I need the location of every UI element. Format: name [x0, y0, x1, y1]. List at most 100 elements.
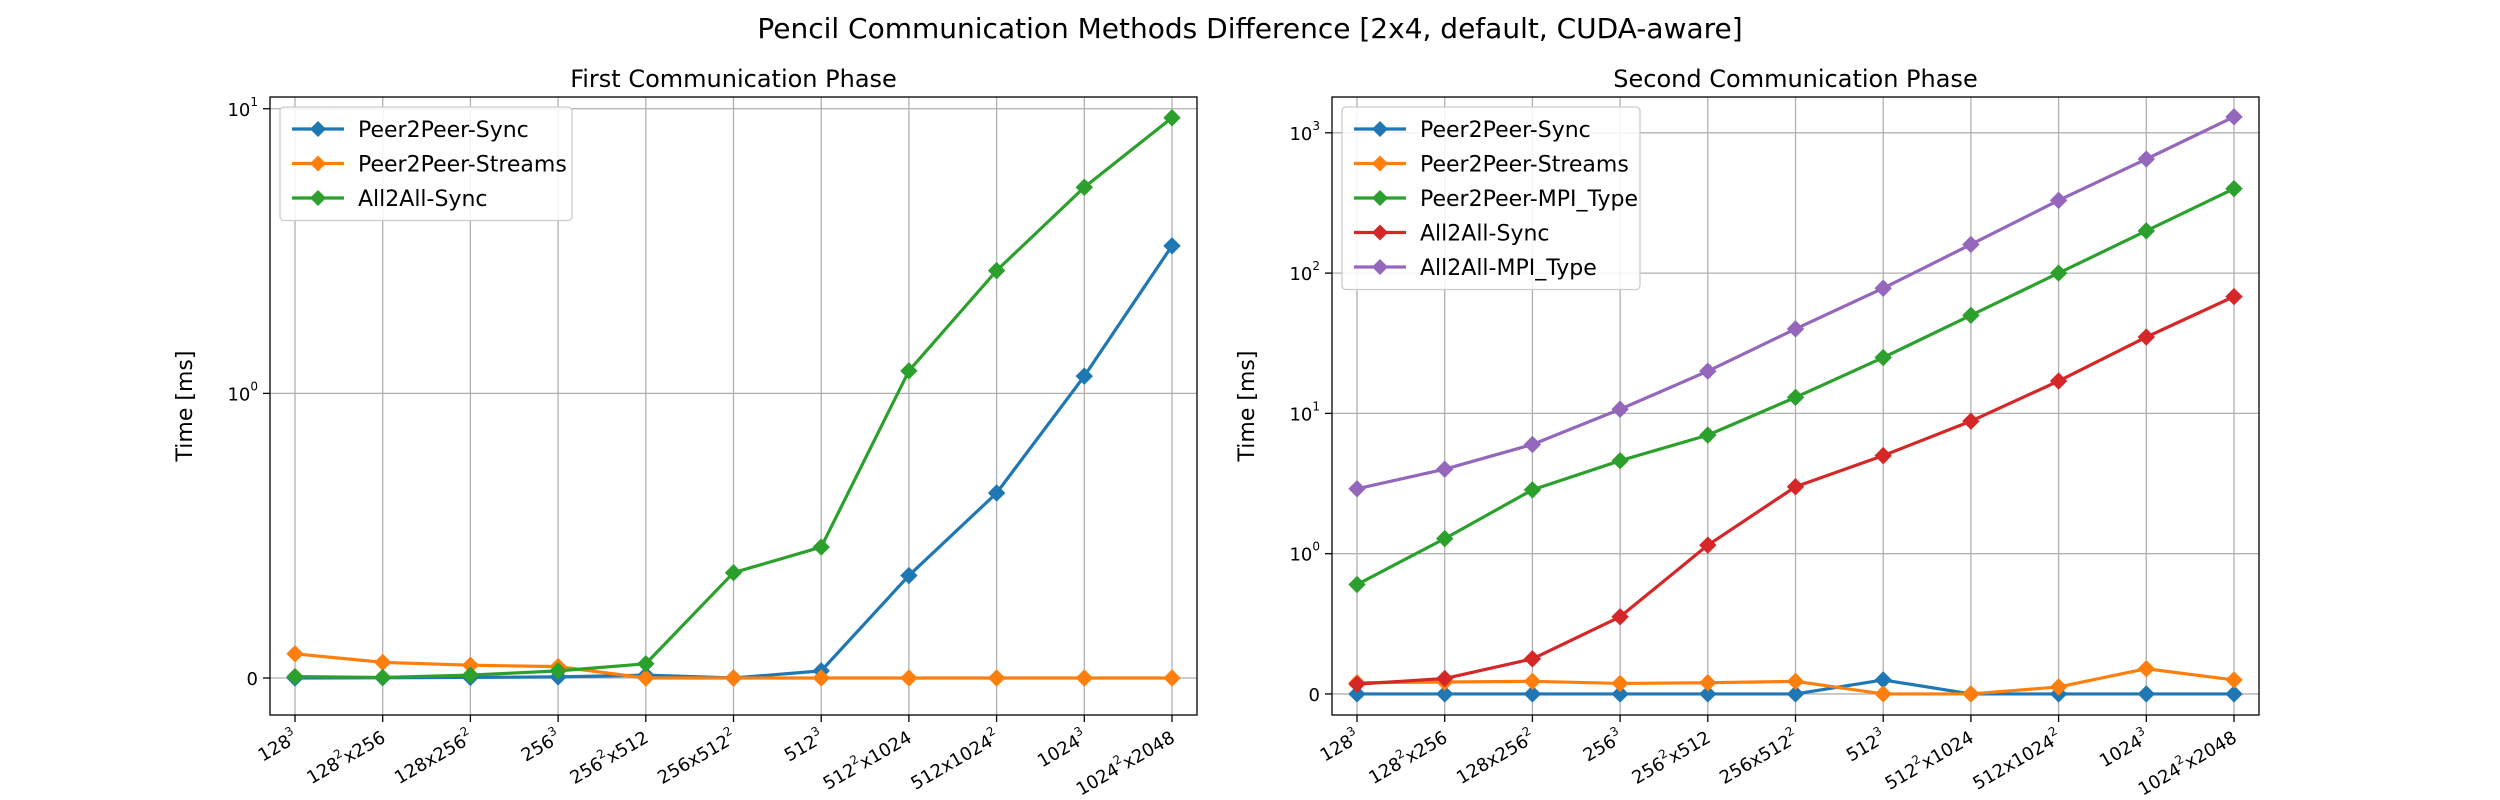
- chart-0-legend-label: Peer2Peer-Sync: [358, 118, 529, 143]
- chart-1-legend-swatch-marker: [1372, 259, 1388, 275]
- chart-1-series-3-point: [1962, 412, 1980, 430]
- chart-1-series-3-point: [1786, 478, 1805, 496]
- chart-0-series-2-point: [900, 362, 918, 380]
- chart-0-y-tick-label: 0: [247, 669, 258, 690]
- chart-1-series-2-point: [1435, 529, 1454, 548]
- chart-0-legend-swatch-marker: [310, 121, 326, 137]
- chart-0-series-1-point: [286, 645, 304, 663]
- chart-0-legend-label: Peer2Peer-Streams: [358, 153, 567, 178]
- chart-1-series-2-point: [2137, 222, 2156, 240]
- chart-1-series-0-point: [1435, 685, 1454, 703]
- chart-0-y-tick-label: 101: [227, 95, 258, 121]
- chart-1-series-4-point: [1611, 400, 1629, 418]
- chart-1-series-3-point: [2225, 287, 2243, 306]
- chart-0-title: First Communication Phase: [570, 65, 897, 93]
- chart-1-series-3-point: [1348, 675, 1366, 693]
- chart-1-series-3-point: [2137, 328, 2156, 346]
- chart-1-series-0-point: [1786, 685, 1805, 703]
- chart-1-series-2-point: [1962, 306, 1980, 325]
- chart-0-series-0-point: [1075, 367, 1094, 385]
- chart-0-legend: [279, 106, 573, 222]
- chart-0-series-2-point: [1075, 178, 1094, 196]
- chart-1-y-tick-label: 100: [1289, 540, 1320, 566]
- chart-1-series-3-point: [1699, 536, 1717, 554]
- chart-1-legend-label: Peer2Peer-Sync: [1420, 118, 1591, 143]
- chart-1-series-2-point: [1523, 481, 1542, 499]
- chart-0-legend-swatch-marker: [310, 190, 326, 206]
- chart-0-legend-swatch-marker: [310, 155, 326, 172]
- chart-0-series-1-point: [1075, 669, 1094, 687]
- chart-1-legend-swatch-marker: [1372, 121, 1388, 137]
- chart-0-series-1-point: [724, 669, 743, 687]
- chart-0-series-2-point: [461, 666, 480, 684]
- chart-1-series-1-point: [1523, 672, 1542, 691]
- chart-1-legend-label: Peer2Peer-MPI_Type: [1420, 187, 1638, 212]
- chart-1-series-0-point: [1611, 685, 1629, 703]
- chart-1-series-4-point: [1962, 235, 1980, 254]
- chart-1-series-1-point: [1874, 685, 1892, 703]
- chart-1-y-tick-label: 101: [1289, 399, 1320, 425]
- chart-1-series-2-point: [2049, 264, 2068, 282]
- chart-1-series-0-point: [2225, 685, 2243, 703]
- chart-1-series-2-point: [1699, 426, 1717, 444]
- chart-1-legend-swatch-marker: [1372, 224, 1388, 241]
- chart-1-series-0-point: [1699, 685, 1717, 703]
- chart-1-series-2-point: [1786, 388, 1805, 407]
- chart-0-series-2-point: [812, 538, 830, 556]
- chart-1-series-1-point: [1699, 674, 1717, 692]
- chart-0-series-1-point: [812, 669, 830, 687]
- figure-title: Pencil Communication Methods Difference …: [757, 12, 1742, 45]
- chart-1-series-4-point: [1786, 320, 1805, 338]
- chart-1-legend-swatch-marker: [1372, 155, 1388, 172]
- chart-1-series-2-point: [1611, 451, 1629, 470]
- chart-1-y-tick-label: 103: [1289, 119, 1320, 145]
- chart-0-series-2-point: [373, 668, 392, 687]
- chart-1-series-3-point: [1611, 608, 1629, 626]
- chart-1-series-1-point: [2137, 659, 2156, 678]
- chart-1-series-3-point: [1523, 650, 1542, 668]
- chart-1-title: Second Communication Phase: [1613, 65, 1977, 93]
- chart-1-series-1-point: [1786, 672, 1805, 691]
- chart-0-legend-label: All2All-Sync: [358, 187, 488, 212]
- chart-0-series-2-point: [1163, 109, 1181, 127]
- chart-1-legend: [1341, 106, 1641, 291]
- chart-0-series-1-point: [1163, 669, 1181, 687]
- chart-0-series-0-point: [987, 484, 1006, 502]
- chart-1-series-0-point: [2137, 685, 2156, 703]
- chart-0-y-tick-label: 100: [227, 379, 258, 405]
- chart-1-series-2-point: [2225, 179, 2243, 198]
- chart-1-legend-label: All2All-MPI_Type: [1420, 256, 1597, 281]
- chart-0-series-2-point: [286, 667, 304, 686]
- chart-0-series-1-point: [900, 669, 918, 687]
- chart-1-series-4-point: [1435, 460, 1454, 478]
- chart-0-y-axis-label: Time [ms]: [173, 351, 198, 463]
- chart-1-series-4-point: [2225, 108, 2243, 126]
- chart-1-series-2-point: [1348, 575, 1366, 594]
- chart-1-series-4-point: [1348, 480, 1366, 498]
- chart-1-legend-swatch-marker: [1372, 190, 1388, 206]
- chart-1-series-1-point: [1611, 674, 1629, 693]
- chart-1-series-4-point: [1523, 435, 1542, 454]
- chart-0-series-2-point: [549, 662, 567, 680]
- chart-1-series-4-point: [1699, 362, 1717, 380]
- chart-0-series-2-point: [724, 563, 743, 582]
- chart-1-series-0-point: [1348, 685, 1366, 703]
- chart-1-series-1-point: [2049, 678, 2068, 696]
- chart-1-series-3-point: [2049, 372, 2068, 390]
- chart-1-series-0-point: [1523, 685, 1542, 703]
- chart-1-series-1-point: [2225, 671, 2243, 689]
- chart-1-legend-label: Peer2Peer-Streams: [1420, 153, 1629, 178]
- chart-1-series-4-point: [2137, 150, 2156, 168]
- chart-1-series-3-point: [1874, 446, 1892, 465]
- chart-0-series-1-point: [637, 669, 655, 687]
- chart-1-series-2-point: [1874, 348, 1892, 367]
- chart-0-series-2-point: [637, 655, 655, 673]
- chart-0-series-0-point: [1163, 237, 1181, 255]
- chart-1-y-tick-label: 102: [1289, 259, 1320, 285]
- chart-1-series-3-point: [1435, 669, 1454, 688]
- chart-0-series-0-point: [900, 566, 918, 585]
- chart-0-series-2-point: [987, 261, 1006, 280]
- chart-1-y-tick-label: 0: [1309, 685, 1320, 706]
- chart-1-series-4-point: [1874, 279, 1892, 297]
